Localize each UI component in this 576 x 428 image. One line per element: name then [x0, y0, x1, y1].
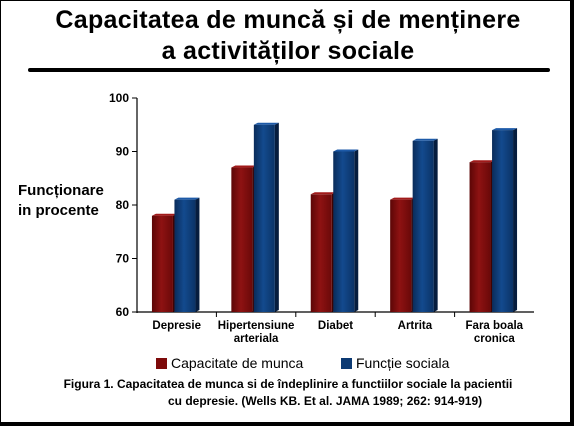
- y-tick-label: 70: [116, 252, 130, 266]
- bar-social-function: [253, 124, 275, 312]
- bar-social-function: [412, 140, 434, 312]
- x-category-label: Artrita: [398, 320, 433, 332]
- bar-side-social-function: [274, 122, 279, 312]
- x-category-label: cronica: [474, 333, 516, 345]
- bar-work-capacity: [390, 199, 412, 312]
- chart-title-line1: Capacitatea de muncă și de menținere: [55, 6, 521, 34]
- chart-title-line2: a activităților sociale: [161, 37, 415, 65]
- legend-item-work-capacity: Capacitate de munca: [156, 355, 303, 371]
- bar-top-work-capacity: [390, 197, 416, 200]
- bar-work-capacity: [469, 162, 491, 312]
- x-category-label: arteriala: [234, 333, 279, 345]
- y-axis-label-line2: in procente: [18, 202, 99, 219]
- x-category-label: Hipertensiune: [218, 320, 295, 332]
- bar-social-function: [333, 151, 355, 312]
- y-tick-label: 60: [116, 305, 130, 319]
- bar-top-social-function: [492, 128, 518, 131]
- legend-item-social-function: Funcție sociala: [341, 355, 449, 371]
- bar-work-capacity: [231, 167, 253, 312]
- bar-side-social-function: [513, 128, 518, 312]
- legend-label-social-function: Funcție sociala: [356, 355, 450, 371]
- y-tick-label: 80: [116, 198, 130, 212]
- bar-work-capacity: [151, 215, 173, 312]
- bar-side-social-function: [354, 149, 359, 312]
- bar-side-social-function: [195, 197, 200, 312]
- caption-line1: Figura 1. Capacitatea de munca si de înd…: [63, 377, 513, 391]
- bar-top-social-function: [174, 197, 200, 200]
- title-underline: [28, 68, 550, 72]
- bar-top-social-function: [333, 149, 359, 152]
- y-tick-label: 90: [116, 145, 130, 159]
- bar-work-capacity: [310, 194, 332, 312]
- caption-line2: cu depresie. (Wells KB. Et al. JAMA 1989…: [168, 394, 483, 408]
- y-axis-label-line1: Funcționare: [18, 182, 104, 199]
- legend-swatch-blue: [341, 358, 352, 369]
- bar-social-function: [492, 130, 514, 312]
- y-tick-label: 100: [109, 91, 129, 105]
- bar-top-social-function: [253, 122, 279, 125]
- x-category-label: Depresie: [152, 320, 201, 332]
- bar-side-social-function: [433, 138, 438, 312]
- bar-top-work-capacity: [469, 160, 495, 163]
- legend-swatch-red: [156, 358, 167, 369]
- bar-top-work-capacity: [151, 213, 177, 216]
- legend-label-work-capacity: Capacitate de munca: [171, 355, 304, 371]
- bar-top-social-function: [412, 138, 438, 141]
- x-category-label: Fara boala: [466, 320, 524, 332]
- x-category-label: Diabet: [318, 320, 353, 332]
- bar-top-work-capacity: [231, 165, 257, 168]
- bar-top-work-capacity: [310, 192, 336, 195]
- bar-social-function: [174, 199, 196, 312]
